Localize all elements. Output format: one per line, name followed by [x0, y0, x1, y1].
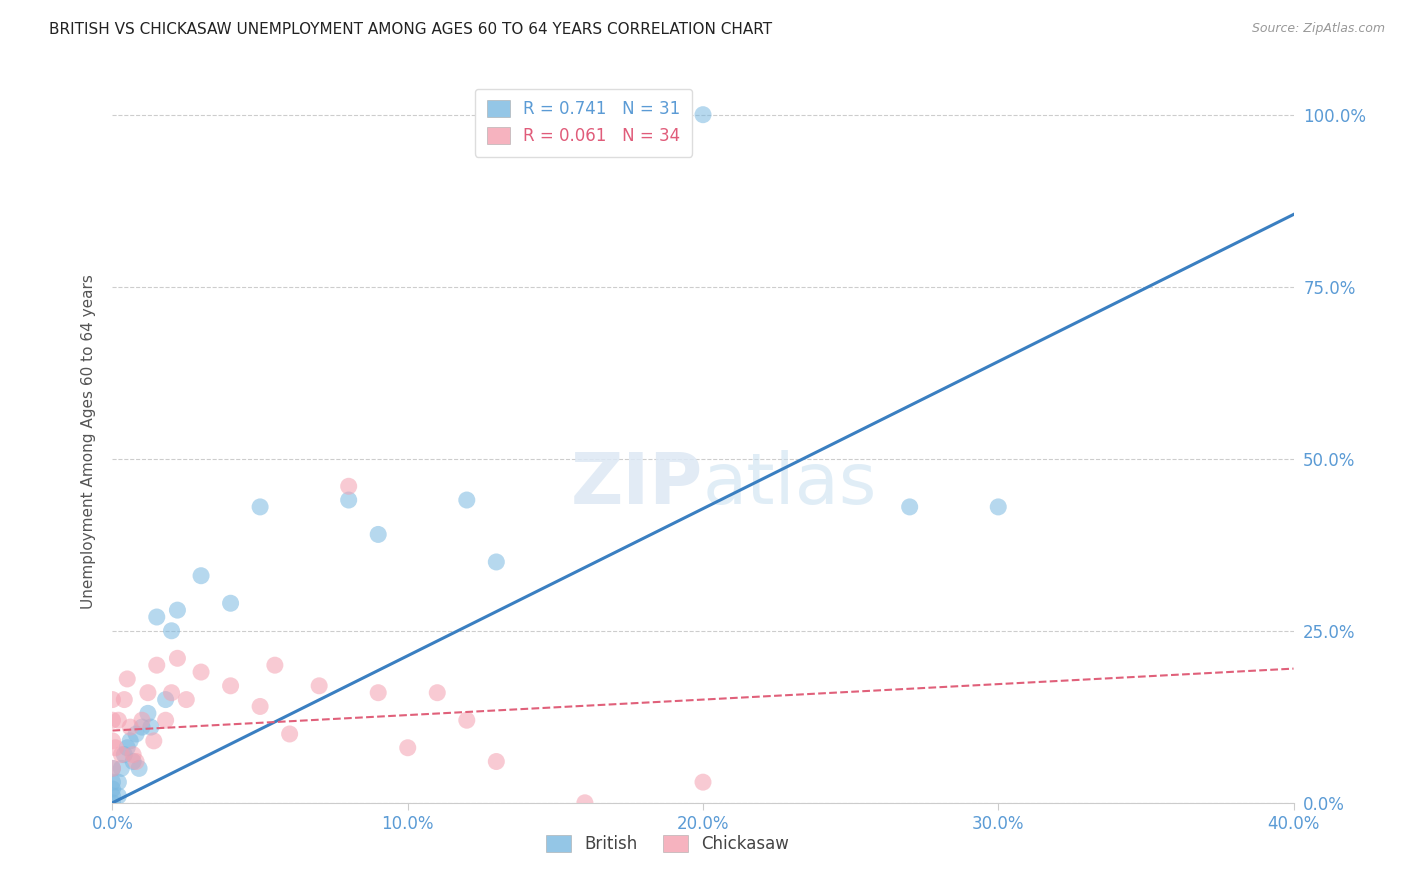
Point	[101, 692, 124, 706]
Point	[131, 720, 153, 734]
Point	[110, 747, 132, 762]
Text: Source: ZipAtlas.com: Source: ZipAtlas.com	[1251, 22, 1385, 36]
Point	[101, 796, 124, 810]
Point	[117, 672, 138, 686]
Point	[142, 734, 165, 748]
Point	[101, 761, 124, 775]
Point	[166, 603, 188, 617]
Point	[101, 734, 124, 748]
Point	[160, 624, 183, 638]
Point	[120, 734, 142, 748]
Point	[128, 761, 150, 775]
Point	[264, 658, 287, 673]
Y-axis label: Unemployment Among Ages 60 to 64 years: Unemployment Among Ages 60 to 64 years	[80, 274, 96, 609]
Point	[367, 686, 389, 700]
Point	[692, 108, 714, 122]
Point	[308, 679, 330, 693]
Legend: British, Chickasaw: British, Chickasaw	[540, 828, 796, 860]
Point	[456, 493, 478, 508]
Point	[160, 686, 183, 700]
Point	[110, 761, 132, 775]
Point	[367, 527, 389, 541]
Text: ZIP: ZIP	[571, 450, 703, 519]
Point	[426, 686, 449, 700]
Point	[219, 596, 242, 610]
Point	[131, 713, 153, 727]
Point	[107, 713, 129, 727]
Text: atlas: atlas	[703, 450, 877, 519]
Point	[166, 651, 188, 665]
Point	[101, 775, 124, 789]
Point	[104, 740, 127, 755]
Point	[278, 727, 301, 741]
Point	[337, 493, 360, 508]
Point	[125, 755, 148, 769]
Point	[337, 479, 360, 493]
Point	[117, 740, 138, 755]
Point	[190, 665, 212, 679]
Point	[456, 713, 478, 727]
Point	[139, 720, 162, 734]
Point	[396, 740, 419, 755]
Point	[112, 747, 135, 762]
Point	[136, 686, 159, 700]
Point	[136, 706, 159, 721]
Point	[146, 658, 169, 673]
Point	[107, 789, 129, 803]
Point	[574, 796, 596, 810]
Point	[101, 713, 124, 727]
Point	[485, 755, 508, 769]
Point	[112, 692, 135, 706]
Point	[107, 775, 129, 789]
Point	[122, 755, 145, 769]
Point	[122, 747, 145, 762]
Point	[120, 720, 142, 734]
Point	[987, 500, 1010, 514]
Point	[174, 692, 197, 706]
Point	[219, 679, 242, 693]
Point	[146, 610, 169, 624]
Point	[155, 713, 177, 727]
Point	[101, 761, 124, 775]
Point	[485, 555, 508, 569]
Point	[125, 727, 148, 741]
Point	[898, 500, 921, 514]
Text: BRITISH VS CHICKASAW UNEMPLOYMENT AMONG AGES 60 TO 64 YEARS CORRELATION CHART: BRITISH VS CHICKASAW UNEMPLOYMENT AMONG …	[49, 22, 772, 37]
Point	[190, 568, 212, 582]
Point	[155, 692, 177, 706]
Point	[692, 775, 714, 789]
Point	[101, 782, 124, 797]
Point	[249, 699, 271, 714]
Point	[101, 789, 124, 803]
Point	[249, 500, 271, 514]
